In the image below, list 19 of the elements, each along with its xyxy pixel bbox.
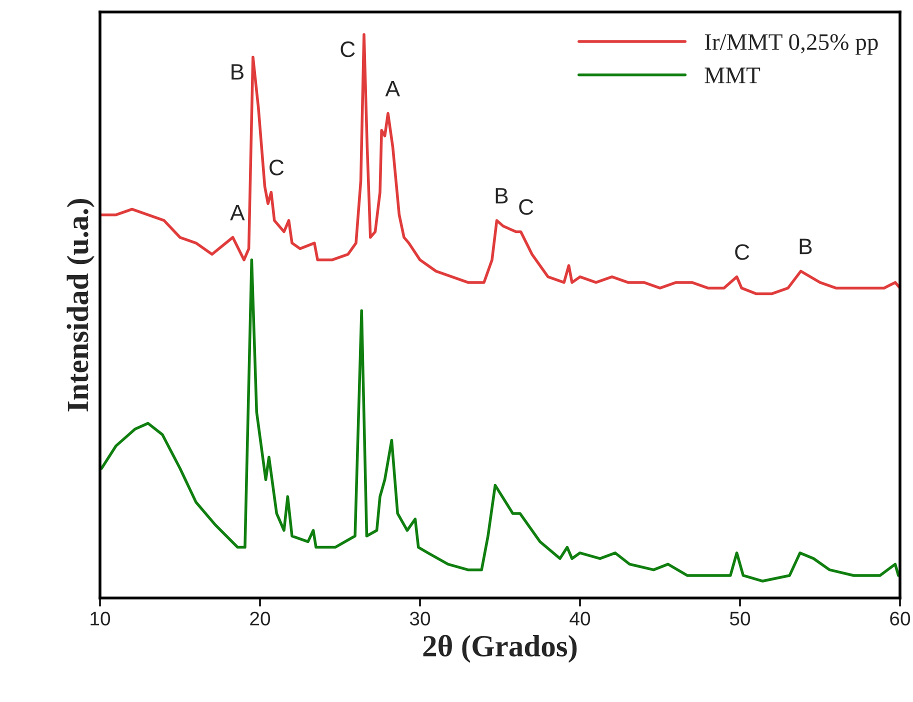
x-axis-title: 2θ (Grados) bbox=[423, 634, 577, 663]
x-tick-label: 30 bbox=[410, 612, 430, 626]
annotation: A bbox=[385, 81, 400, 96]
annotation: B bbox=[800, 238, 812, 254]
x-tick-label: 40 bbox=[570, 612, 590, 626]
annotation: A bbox=[230, 204, 245, 220]
x-tick-label: 50 bbox=[730, 612, 750, 626]
annotation: C bbox=[340, 41, 355, 58]
annotation: C bbox=[735, 244, 750, 260]
annotation: B bbox=[232, 64, 244, 80]
y-axis-title: Intensidad (u.a.) bbox=[66, 198, 94, 412]
annotation: C bbox=[270, 160, 284, 176]
x-tick-label: 10 bbox=[90, 612, 110, 626]
annotation: B bbox=[496, 188, 508, 204]
x-tick-label: 60 bbox=[890, 612, 910, 626]
annotation: C bbox=[519, 199, 534, 215]
x-tick-label: 20 bbox=[250, 612, 270, 626]
legend-label: Ir/MMT 0,25% pp bbox=[704, 34, 878, 55]
legend-label: MMT bbox=[704, 68, 760, 84]
